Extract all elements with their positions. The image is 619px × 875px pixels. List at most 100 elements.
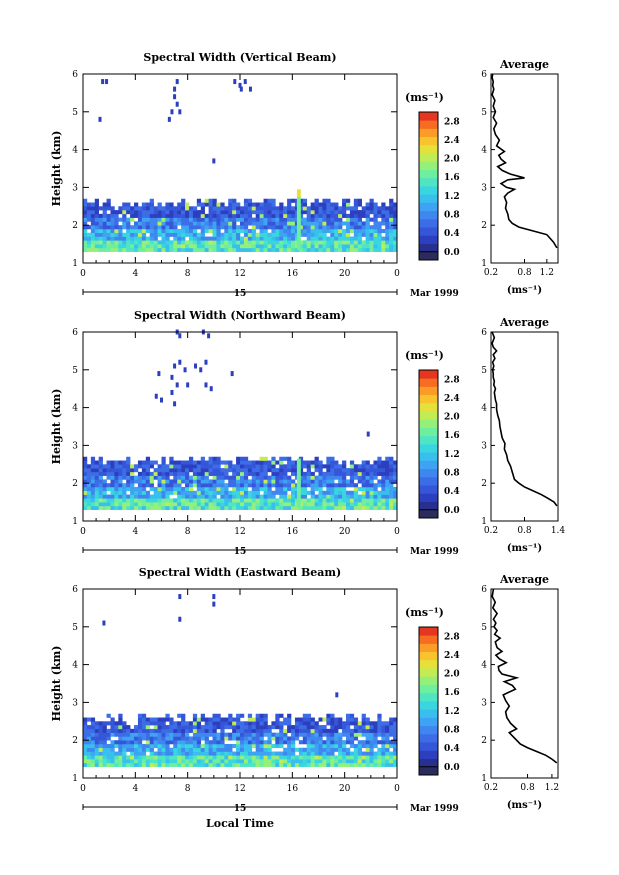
- heatmap-cell: [271, 468, 276, 473]
- heatmap-cell: [161, 502, 166, 507]
- heatmap-cell: [208, 210, 213, 215]
- heatmap-cell: [98, 471, 103, 476]
- heatmap-cell: [173, 221, 178, 226]
- profile-x-tick-label: 1.2: [545, 783, 559, 793]
- heatmap-cell: [306, 221, 311, 226]
- heatmap-cell: [365, 502, 370, 507]
- heatmap-cell: [334, 475, 339, 480]
- heatmap-cell: [216, 225, 221, 230]
- heatmap-cell: [275, 213, 280, 218]
- heatmap-cell: [83, 468, 88, 473]
- heatmap-cell: [255, 213, 260, 218]
- heatmap-cell: [212, 759, 217, 764]
- heatmap-cell: [240, 743, 245, 749]
- heatmap-cell: [330, 747, 335, 752]
- heatmap-cell: [294, 721, 300, 726]
- heatmap-cell: [83, 210, 88, 215]
- heatmap-cell: [377, 713, 382, 718]
- heatmap-cell: [161, 721, 166, 726]
- heatmap-cell: [306, 468, 311, 473]
- heatmap-cell: [377, 221, 382, 226]
- heatmap-cell: [141, 479, 147, 484]
- heatmap-cell: [393, 728, 398, 733]
- heatmap-cell: [224, 717, 229, 722]
- heatmap-cell: [302, 244, 308, 249]
- heatmap-cell: [200, 225, 205, 230]
- heatmap-cell: [318, 460, 323, 465]
- heatmap-cell: [137, 490, 143, 495]
- profile-line: [491, 331, 558, 507]
- heatmap-cell: [306, 736, 311, 741]
- heatmap-cell: [224, 502, 229, 507]
- heatmap-cell: [192, 725, 198, 730]
- heatmap-cell: [83, 759, 88, 764]
- heatmap-cell: [310, 244, 315, 249]
- heatmap-cell: [169, 759, 174, 764]
- heatmap-cell: [373, 247, 378, 252]
- heatmap-cell: [157, 762, 162, 767]
- heatmap-echo-cell: [173, 363, 177, 369]
- heatmap-cell: [126, 736, 131, 741]
- heatmap-cell: [255, 736, 260, 741]
- heatmap-cell: [130, 483, 135, 488]
- heatmap-cell: [236, 713, 241, 718]
- heatmap-cell: [90, 740, 96, 745]
- heatmap-cell: [153, 228, 158, 234]
- heatmap-cell: [204, 486, 209, 492]
- heatmap-cell: [357, 755, 362, 760]
- heatmap-cell: [310, 728, 315, 733]
- heatmap-cell: [228, 713, 233, 718]
- heatmap-cell: [369, 490, 374, 495]
- heatmap-cell: [381, 498, 386, 503]
- heatmap-cell: [373, 240, 378, 245]
- heatmap-cell: [204, 471, 209, 476]
- heatmap-cell: [283, 247, 288, 252]
- heatmap-cell: [94, 244, 99, 249]
- heatmap-cell: [94, 505, 99, 510]
- heatmap-cell: [228, 217, 233, 222]
- heatmap-cell: [145, 475, 151, 480]
- heatmap-cell: [349, 721, 355, 726]
- heatmap-cell: [389, 217, 394, 222]
- y-tick-label: 3: [72, 183, 78, 193]
- heatmap-cell: [279, 217, 284, 222]
- heatmap-cell: [326, 198, 331, 203]
- heatmap-cell: [377, 236, 382, 241]
- heatmap-cell: [357, 471, 362, 476]
- heatmap-cell: [255, 743, 260, 749]
- heatmap-cell: [149, 464, 154, 469]
- heatmap-cell: [130, 475, 135, 480]
- heatmap-cell: [369, 759, 374, 764]
- heatmap-cell: [134, 755, 139, 760]
- heatmap-cell: [283, 210, 288, 215]
- heatmap-cell: [118, 721, 123, 726]
- heatmap-cell: [314, 206, 319, 211]
- heatmap-cell: [357, 240, 362, 245]
- heatmap-cell: [177, 247, 182, 252]
- heatmap-cell: [393, 732, 398, 737]
- heatmap-cell: [393, 725, 398, 730]
- heatmap-cell: [185, 486, 190, 492]
- heatmap-cell: [98, 505, 103, 510]
- heatmap-cell: [349, 225, 355, 230]
- heatmap-cell: [90, 747, 96, 752]
- heatmap-cell: [141, 460, 147, 465]
- heatmap-cell: [83, 728, 88, 733]
- heatmap-cell: [181, 236, 186, 241]
- heatmap-cell: [228, 206, 233, 211]
- heatmap-cell: [275, 217, 280, 222]
- heatmap-cell: [318, 494, 323, 499]
- heatmap-cell: [322, 228, 327, 234]
- heatmap-cell: [361, 479, 366, 484]
- heatmap-cell: [314, 244, 319, 249]
- heatmap-cell: [302, 240, 308, 245]
- heatmap-cell: [357, 217, 362, 222]
- colorbar-swatch: [419, 202, 438, 212]
- heatmap-cell: [185, 247, 190, 252]
- heatmap-cell: [220, 236, 225, 241]
- heatmap-cell: [361, 755, 366, 760]
- heatmap-cell: [126, 240, 131, 245]
- heatmap-cell: [373, 475, 378, 480]
- heatmap-cell: [255, 490, 260, 495]
- heatmap-cell: [361, 468, 366, 473]
